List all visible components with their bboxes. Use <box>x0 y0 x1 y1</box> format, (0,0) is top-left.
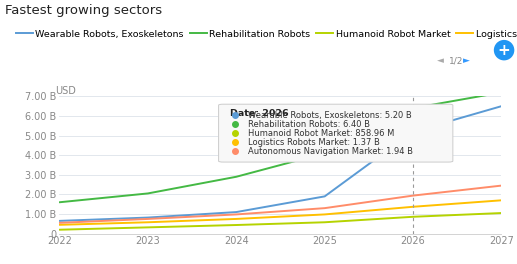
Text: USD: USD <box>55 86 76 96</box>
Text: Wearable Robots, Exoskeletons: 5.20 B: Wearable Robots, Exoskeletons: 5.20 B <box>248 111 412 120</box>
Text: Rehabilitation Robots: 6.40 B: Rehabilitation Robots: 6.40 B <box>248 120 370 129</box>
Text: 1/2: 1/2 <box>449 56 463 65</box>
Text: Fastest growing sectors: Fastest growing sectors <box>5 4 162 17</box>
Legend: Wearable Robots, Exoskeletons, Rehabilitation Robots, Humanoid Robot Market, Log: Wearable Robots, Exoskeletons, Rehabilit… <box>16 30 517 39</box>
Text: Logistics Robots Market: 1.37 B: Logistics Robots Market: 1.37 B <box>248 138 379 147</box>
FancyBboxPatch shape <box>219 104 453 162</box>
Text: +: + <box>498 43 510 58</box>
Text: ◄: ◄ <box>437 56 444 65</box>
Text: ►: ► <box>463 56 469 65</box>
Text: Autonomous Navigation Market: 1.94 B: Autonomous Navigation Market: 1.94 B <box>248 147 413 156</box>
Text: Humanoid Robot Market: 858.96 M: Humanoid Robot Market: 858.96 M <box>248 129 394 138</box>
Text: Date: 2026: Date: 2026 <box>230 109 288 118</box>
